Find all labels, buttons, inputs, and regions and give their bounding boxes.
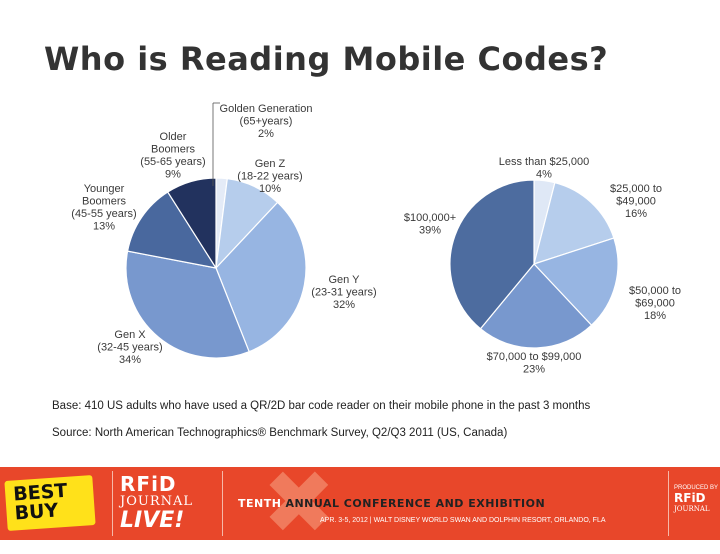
conference-banner: BEST BUY RFiD JOURNAL LIVE! ✖ TENTH ANNUA… <box>0 459 720 547</box>
pie1-label-gen-y-23-31-years: Gen Y (23-31 years) 32% <box>311 274 376 311</box>
pie1-label-gen-z-18-22-years: Gen Z (18-22 years) 10% <box>237 158 302 195</box>
conference-dates: APR. 3-5, 2012 | WALT DISNEY WORLD SWAN … <box>320 517 606 524</box>
pie1-slice-older-boomers-55-65-years <box>166 177 217 271</box>
produced-rfid-label: RFiD <box>674 491 706 505</box>
pie1-slice-younger-boomers-45-55-years <box>126 191 218 269</box>
pie2-label-25-000-to-49-000: $25,000 to $49,000 16% <box>610 183 662 220</box>
pie2-label-70-000-to-99-000: $70,000 to $99,000 23% <box>487 351 582 376</box>
conference-label: ANNUAL CONFERENCE AND EXHIBITION <box>285 497 546 510</box>
banner-divider <box>222 471 223 536</box>
pie1-label-gen-x-32-45-years: Gen X (32-45 years) 34% <box>97 329 162 366</box>
pie2-slice-70-000-to-99-000 <box>479 263 593 349</box>
pie2-label-less-than-25-000: Less than $25,000 4% <box>499 156 590 181</box>
pie2-label-50-000-to-69-000: $50,000 to $69,000 18% <box>629 285 681 322</box>
pie2-label-100-000: $100,000+ 39% <box>404 212 456 237</box>
source-note: Source: North American Technographics® B… <box>52 427 508 439</box>
pie2-slice-50-000-to-69-000 <box>532 237 619 327</box>
banner-divider <box>112 471 113 536</box>
produced-by-logo: PRODUCED BY RFiD JOURNAL <box>674 485 718 513</box>
pie1-label-golden-generation-65-years: Golden Generation (65+years) 2% <box>220 103 313 140</box>
pie-charts: Golden Generation (65+years) 2% Gen Z (18-22… <box>71 102 681 376</box>
rfid-logo-journal: JOURNAL <box>120 494 194 509</box>
rfid-logo-live: LIVE! <box>120 508 185 533</box>
tenth-label: TENTH <box>238 497 282 510</box>
produced-by-label: PRODUCED BY <box>674 485 719 491</box>
pie1-slice-gen-x-32-45-years <box>125 250 250 359</box>
x-mark-icon: ✖ <box>262 451 336 554</box>
banner-divider <box>668 471 669 536</box>
best-buy-logo: BEST BUY <box>4 474 96 532</box>
age-pie-chart <box>125 177 307 359</box>
conference-heading: TENTH ANNUAL CONFERENCE AND EXHIBITION <box>238 497 545 510</box>
produced-journal-label: JOURNAL <box>674 505 710 513</box>
pie1-label-older-boomers-55-65-years: Older Boomers (55-65 years) 9% <box>140 131 205 181</box>
pie1-label-younger-boomers-45-55-years: Younger Boomers (45-55 years) 13% <box>71 183 136 233</box>
pie2-slice-100-000 <box>449 179 535 330</box>
slide-title: Who is Reading Mobile Codes? <box>44 40 609 78</box>
rfid-journal-live-logo: RFiD JOURNAL LIVE! <box>120 473 212 535</box>
pie1-slice-gen-y-23-31-years <box>215 201 307 353</box>
income-pie-chart <box>449 179 619 349</box>
rfid-logo-title: RFiD <box>120 472 177 496</box>
pie2-slice-25-000-to-49-000 <box>533 181 615 265</box>
base-note: Base: 410 US adults who have used a QR/2… <box>52 400 591 412</box>
